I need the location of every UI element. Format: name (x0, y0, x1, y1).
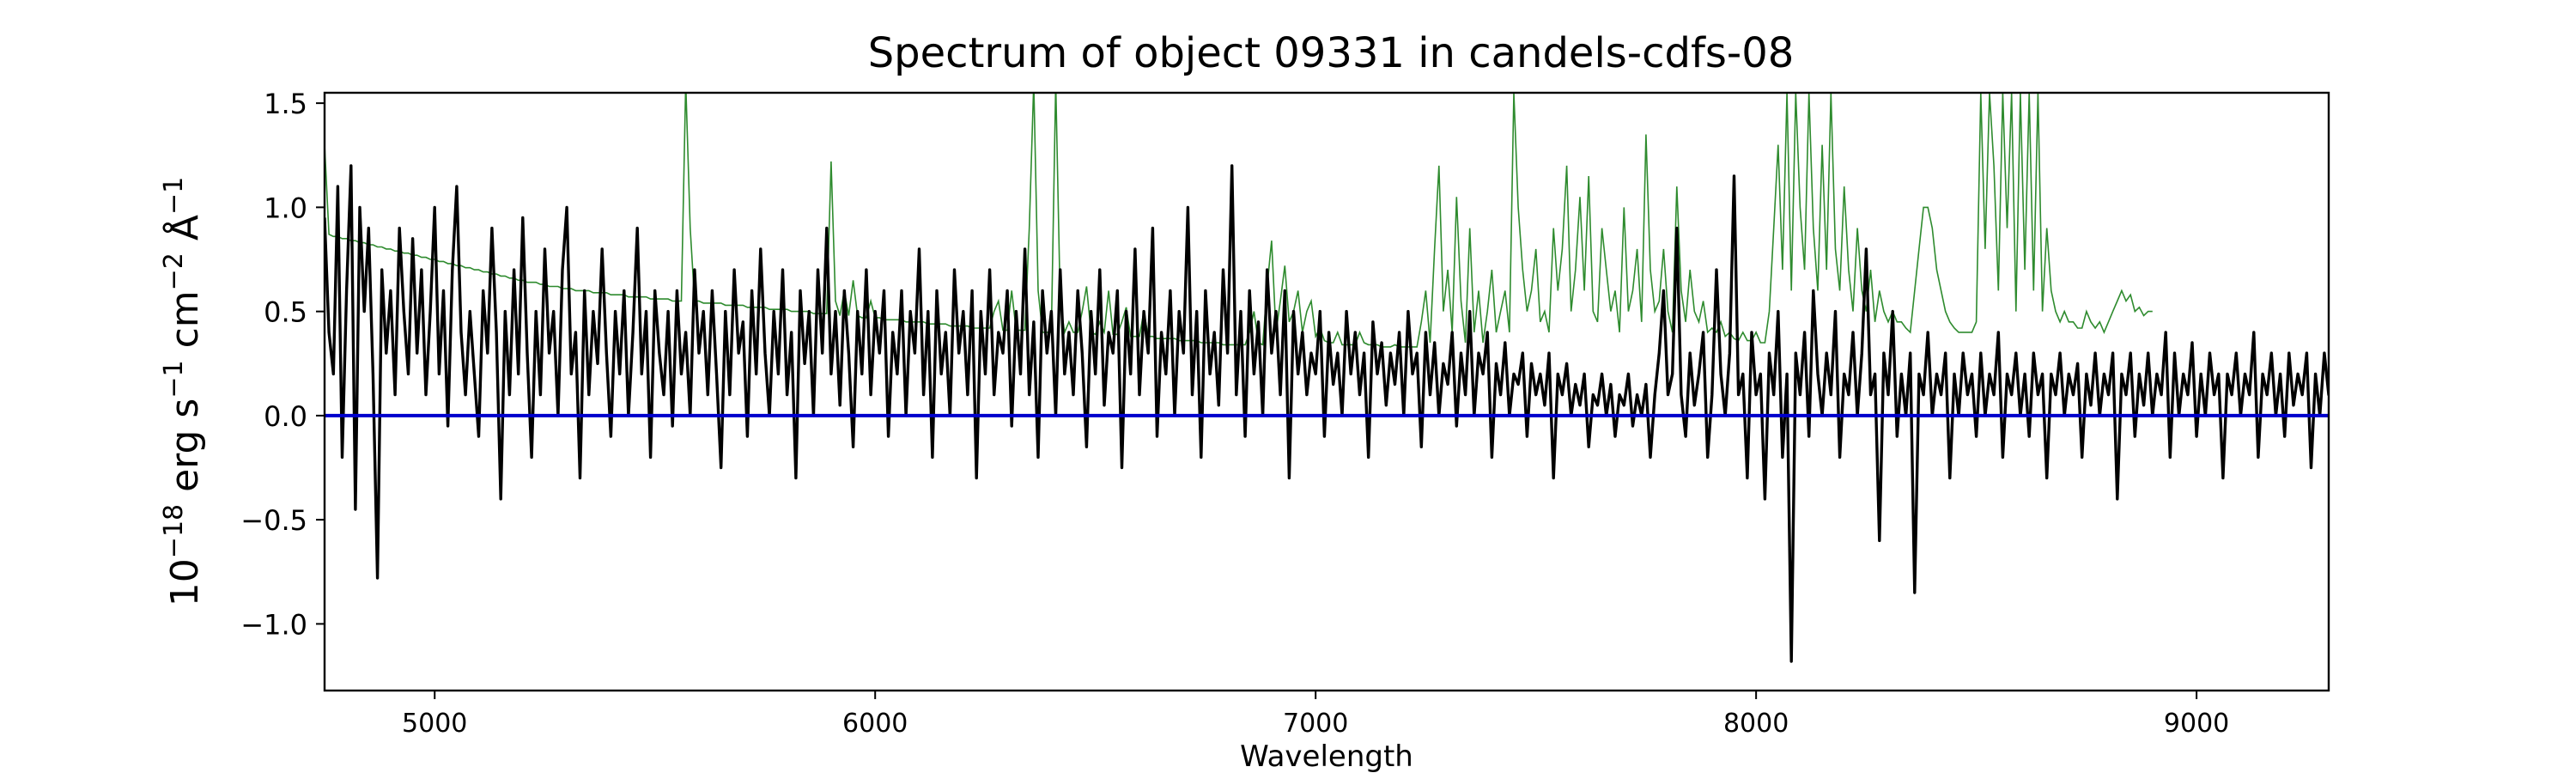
x-axis: 5000 6000 7000 8000 9000 (402, 691, 2229, 739)
y-label-unit1: erg s (163, 399, 207, 504)
plot-area (325, 93, 2329, 663)
flux-spectrum-line (325, 164, 2329, 663)
x-tick-label: 6000 (842, 709, 908, 739)
y-tick-label: −1.0 (240, 608, 307, 641)
y-label-base: 10 (163, 558, 207, 606)
y-label-unit3: Å (161, 215, 207, 253)
x-tick-label: 7000 (1283, 709, 1348, 739)
y-tick-label: 1.0 (264, 192, 307, 224)
y-axis-label: 10−18 erg s−1 cm−2 Å−1 (159, 177, 207, 606)
y-tick-label: 1.5 (264, 88, 307, 120)
chart-title: Spectrum of object 09331 in candels-cdfs… (868, 29, 1795, 77)
plot-frame (323, 91, 2330, 692)
y-axis: −1.0 −0.5 0.0 0.5 1.0 1.5 (240, 88, 325, 641)
y-tick-label: −0.5 (240, 504, 307, 537)
y-label-exp3: −2 (159, 253, 189, 290)
y-tick-label: 0.5 (264, 296, 307, 329)
x-tick-label: 9000 (2164, 709, 2229, 739)
y-label-unit2: cm (163, 290, 207, 360)
y-label-exp4: −1 (159, 177, 189, 215)
y-tick-label: 0.0 (264, 400, 307, 433)
y-label-exp2: −1 (159, 360, 189, 398)
x-tick-label: 8000 (1723, 709, 1789, 739)
x-axis-label: Wavelength (1240, 740, 1413, 773)
y-label-exp1: −18 (159, 504, 189, 558)
x-tick-label: 5000 (402, 709, 467, 739)
